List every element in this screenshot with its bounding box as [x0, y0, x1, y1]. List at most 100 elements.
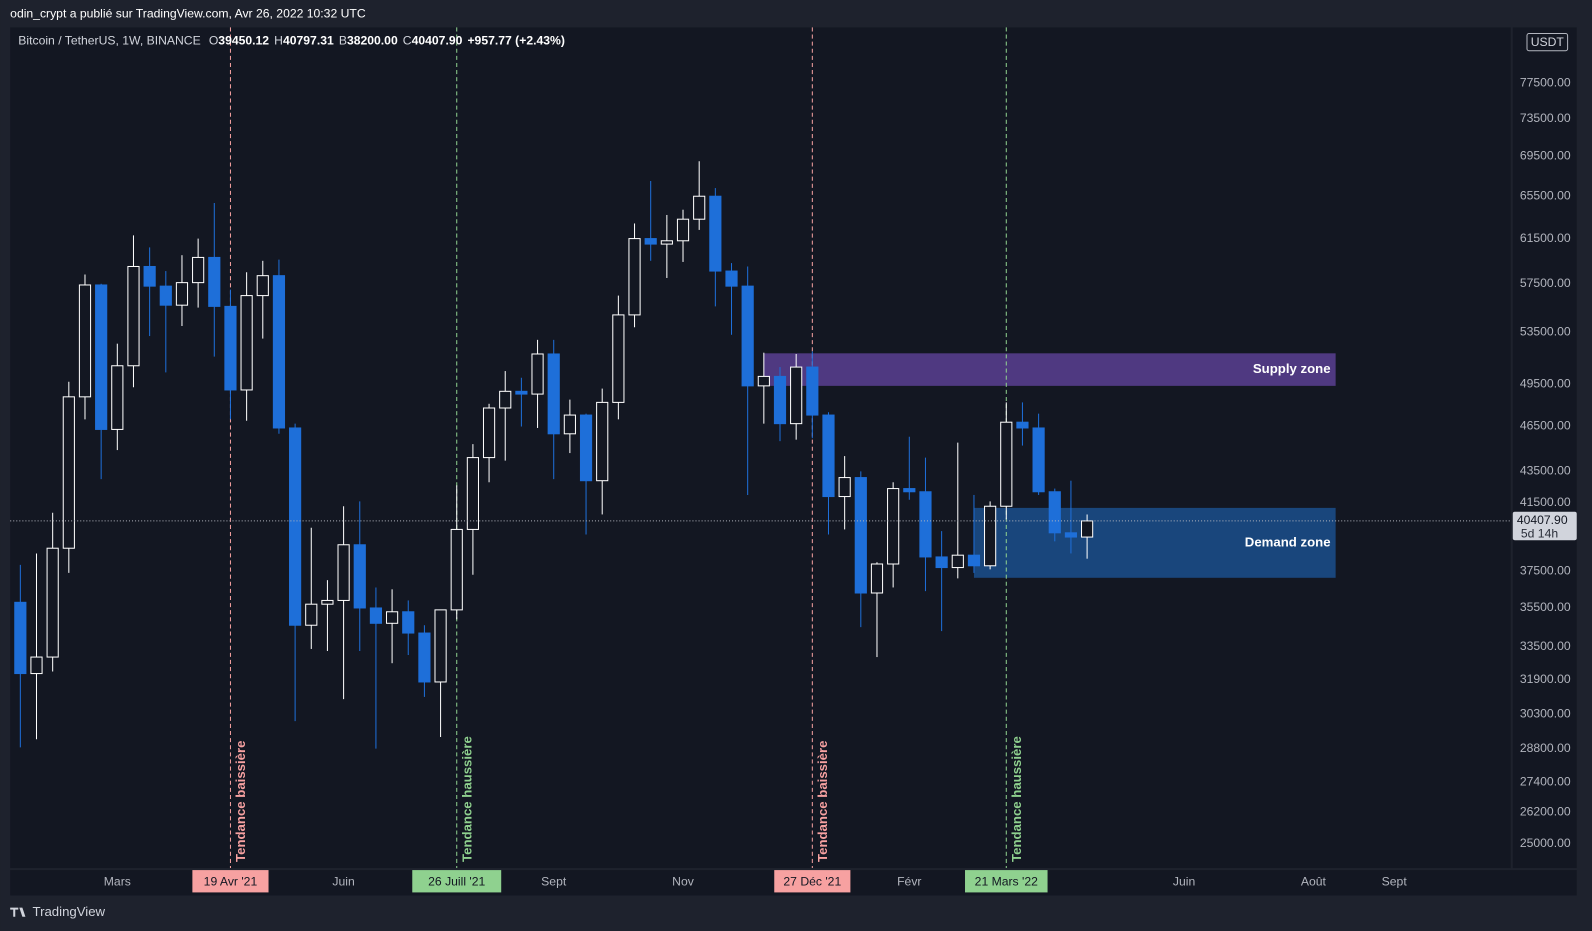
candle-body — [838, 477, 851, 498]
candle-body — [30, 656, 43, 675]
footer: TradingView — [33, 904, 106, 919]
price-axis — [1512, 27, 1577, 869]
y-tick-label: 33500.00 — [1520, 639, 1571, 653]
trend-label: Tendance haussière — [459, 736, 474, 862]
x-highlight-box — [192, 870, 269, 893]
candle-body — [418, 632, 431, 683]
trend-label: Tendance baissière — [815, 741, 830, 862]
candle-body — [951, 554, 964, 569]
price-label: 40407.90 — [1517, 513, 1568, 527]
candle-body — [1048, 491, 1061, 534]
candle-body — [693, 195, 706, 220]
candle-body — [531, 353, 544, 395]
candle-body — [1081, 520, 1094, 538]
zone — [973, 507, 1336, 578]
legend-value: 40797.31 — [283, 34, 334, 48]
x-tick-label: Mars — [104, 874, 131, 888]
y-tick-label: 43500.00 — [1520, 464, 1571, 478]
y-tick-label: 77500.00 — [1520, 75, 1571, 89]
candle-body — [14, 601, 27, 675]
x-tick-label: Août — [1301, 874, 1327, 888]
candle-body — [353, 544, 366, 609]
x-tick-label: Nov — [672, 874, 695, 888]
candle-body — [773, 375, 787, 425]
candle-body — [790, 366, 803, 425]
zone-label: Supply zone — [1253, 361, 1331, 376]
candle-body — [1016, 421, 1029, 429]
candle-body — [967, 554, 981, 567]
y-tick-label: 46500.00 — [1520, 419, 1571, 433]
candle-body — [854, 477, 867, 594]
y-tick-label: 53500.00 — [1520, 324, 1571, 338]
legend-key: C — [403, 34, 412, 48]
candle-body — [903, 488, 916, 493]
y-tick-label: 49500.00 — [1520, 377, 1571, 391]
trend-label: Tendance baissière — [233, 741, 248, 862]
currency-box — [1526, 32, 1569, 52]
zone — [763, 353, 1336, 386]
y-tick-label: 30300.00 — [1520, 707, 1571, 721]
plot-area — [10, 27, 1511, 869]
candle-body — [289, 427, 302, 626]
y-tick-label: 57500.00 — [1520, 276, 1571, 290]
candle-body — [822, 414, 835, 498]
candle-body — [175, 282, 189, 306]
candle-body — [919, 491, 932, 558]
candle-body — [402, 611, 415, 634]
legend-value: 39450.12 — [218, 34, 269, 48]
x-tick-label: Sept — [1382, 874, 1408, 888]
candle-body — [644, 238, 657, 245]
y-tick-label: 37500.00 — [1520, 563, 1571, 577]
candle-body — [757, 375, 770, 387]
y-tick-label: 65500.00 — [1520, 188, 1571, 202]
candle-body — [95, 284, 108, 430]
legend-value: 40407.90 — [412, 34, 463, 48]
candle-body — [305, 603, 318, 626]
price-label-box — [1512, 511, 1577, 541]
candle-body — [450, 528, 463, 611]
legend-change: +957.77 (+2.43%) — [467, 34, 564, 48]
legend-value: 38200.00 — [347, 34, 398, 48]
header: odin_crypt a publié sur TradingView.com,… — [10, 6, 366, 20]
candle-body — [466, 457, 479, 530]
candle-body — [208, 256, 221, 307]
legend: Bitcoin / TetherUS, 1W, BINANCE O39450.12… — [18, 34, 565, 48]
candle-body — [660, 240, 673, 245]
candle-body — [676, 218, 690, 242]
candle-body — [935, 556, 948, 569]
candle-body — [741, 285, 754, 387]
candle-body — [1032, 427, 1045, 493]
candle-body — [78, 284, 92, 398]
candle-body — [887, 488, 900, 565]
candle-body — [984, 505, 997, 567]
x-tick-label: 21 Mars '22 — [975, 874, 1038, 888]
y-tick-label: 35500.00 — [1520, 600, 1571, 614]
candle-body — [612, 314, 625, 403]
y-tick-label: 25000.00 — [1520, 836, 1571, 850]
candle-body — [272, 275, 286, 429]
y-tick-label: 28800.00 — [1520, 741, 1571, 755]
y-tick-label: 73500.00 — [1520, 111, 1571, 125]
candle-body — [192, 256, 205, 284]
legend-key: B — [339, 34, 347, 48]
candle-body — [385, 611, 399, 624]
candle-body — [321, 599, 334, 605]
y-tick-label: 61500.00 — [1520, 231, 1571, 245]
candle-body — [515, 390, 528, 395]
y-tick-label: 31900.00 — [1520, 672, 1571, 686]
candle-body — [256, 275, 269, 297]
logo — [10, 907, 26, 917]
candle-body — [224, 305, 237, 391]
candle-body — [499, 390, 512, 409]
candle-body — [709, 195, 722, 272]
candle-body — [1000, 421, 1013, 507]
candle-body — [143, 265, 156, 287]
y-tick-label: 26200.00 — [1520, 804, 1571, 818]
candle-body — [596, 401, 609, 482]
candle-body — [563, 414, 576, 435]
candle-body — [62, 396, 75, 549]
x-tick-label: 19 Avr '21 — [204, 874, 258, 888]
y-tick-label: 69500.00 — [1520, 149, 1571, 163]
